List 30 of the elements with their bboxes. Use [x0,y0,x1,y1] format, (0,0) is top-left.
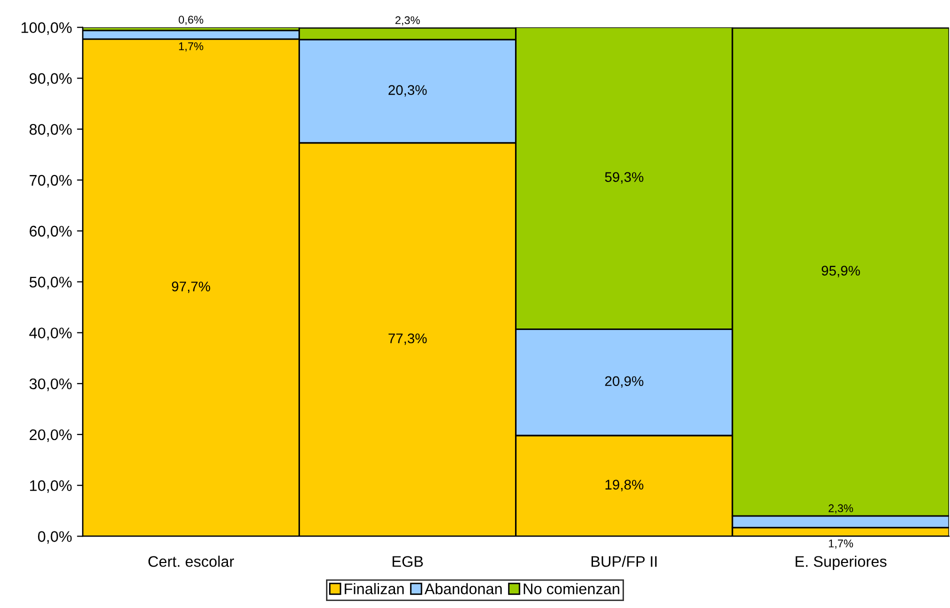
x-tick-label: Cert. escolar [148,556,234,567]
legend-label: Abandonan [424,583,502,594]
data-label: 77,3% [388,333,427,345]
y-tick-label: 0,0% [38,531,72,544]
y-tick-label: 10,0% [30,480,72,493]
y-tick-label: 90,0% [30,73,72,86]
data-label: 1,7% [828,540,854,549]
data-label: 2,3% [395,16,420,26]
data-label: 97,7% [172,282,210,294]
x-tick-label: E. Superiores [796,556,886,570]
data-label: 20,9% [605,376,644,388]
data-label: 19,8% [606,480,644,492]
y-tick-label: 80,0% [30,124,72,137]
legend-label: Finalizan [344,583,404,594]
x-tick-label: EGB [392,556,423,567]
data-label: 59,3% [605,172,644,184]
y-tick-label: 20,0% [30,429,72,442]
data-label: 95,9% [822,266,860,278]
y-tick-label: 70,0% [30,174,72,188]
y-tick-label: 30,0% [30,378,72,392]
legend-label: No comienzan [524,583,620,594]
x-tick-label: BUP/FP II [592,556,657,567]
data-label: 0,6% [178,16,204,25]
y-tick-label: 60,0% [30,226,72,238]
y-tick-label: 50,0% [30,276,72,290]
data-label: 2,3% [828,504,854,514]
data-label: 20,3% [388,85,427,97]
y-tick-label: 40,0% [29,328,72,340]
data-label: 1,7% [179,42,204,52]
y-tick-label: 100,0% [22,22,72,35]
